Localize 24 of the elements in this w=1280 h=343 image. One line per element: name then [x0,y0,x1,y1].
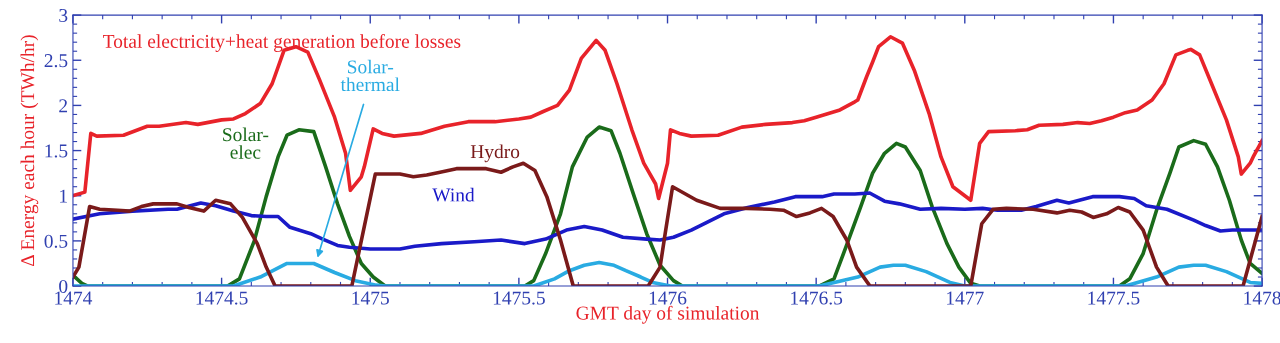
series-label: Hydro [470,144,520,163]
x-axis-title: GMT day of simulation [576,305,760,324]
y-tick-label: 2.5 [44,54,68,68]
y-tick-label: 0 [59,279,68,293]
text: Wind [432,187,475,202]
y-tick-label: 0.5 [44,234,68,248]
x-tick-label: 1476 [649,291,687,305]
y-tick-label: 3 [59,8,68,23]
x-tick-label: 1477 [947,291,984,305]
y-tick-label: 2 [59,99,68,113]
y-axis-title: Δ Energy each hour (TWh/hr) [20,35,39,267]
x-tick-label: 1477.5 [1088,291,1140,305]
x-tick-label: 1478 [1244,291,1280,305]
y-tick-label: 1.5 [45,144,68,158]
series-label: Solar- elec [223,127,269,159]
y-tick-label: 1 [60,189,67,203]
x-tick-label: 1474.5 [196,291,248,305]
line-series [72,34,1263,203]
text: Solar- thermal [340,59,400,92]
x-tick-label: 1475 [352,291,389,305]
series-label: Total electricity+heat generation before losses [103,34,461,52]
x-tick-label: 1475.5 [493,291,545,305]
x-tick-label: 1476.5 [791,291,843,305]
x-tick-label: 1474 [55,291,93,305]
